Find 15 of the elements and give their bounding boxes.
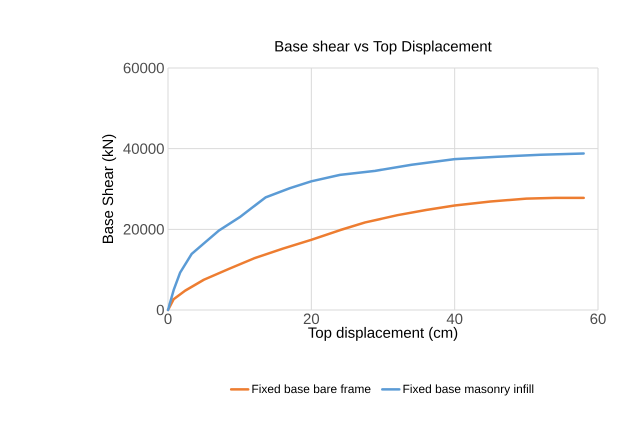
y-tick-label: 60000	[124, 62, 164, 74]
chart-title: Base shear vs Top Displacement	[275, 40, 492, 54]
x-tick-label: 60	[590, 314, 606, 324]
line-series	[166, 152, 585, 312]
y-tick-label: 0	[156, 304, 164, 316]
legend-label: Fixed base masonry infill	[404, 384, 534, 396]
x-tick-label: 40	[446, 314, 462, 324]
y-tick-label: 20000	[124, 224, 164, 235]
x-tick-label: 0	[164, 314, 172, 324]
line-series	[166, 196, 585, 312]
y-tick-label: 40000	[123, 143, 164, 154]
x-axis-title: Top displacement (cm)	[308, 326, 458, 341]
y-axis-title: Base Shear (kN)	[102, 134, 116, 243]
x-tick-label: 20	[304, 314, 320, 324]
legend-label: Fixed base bare frame	[252, 384, 370, 394]
